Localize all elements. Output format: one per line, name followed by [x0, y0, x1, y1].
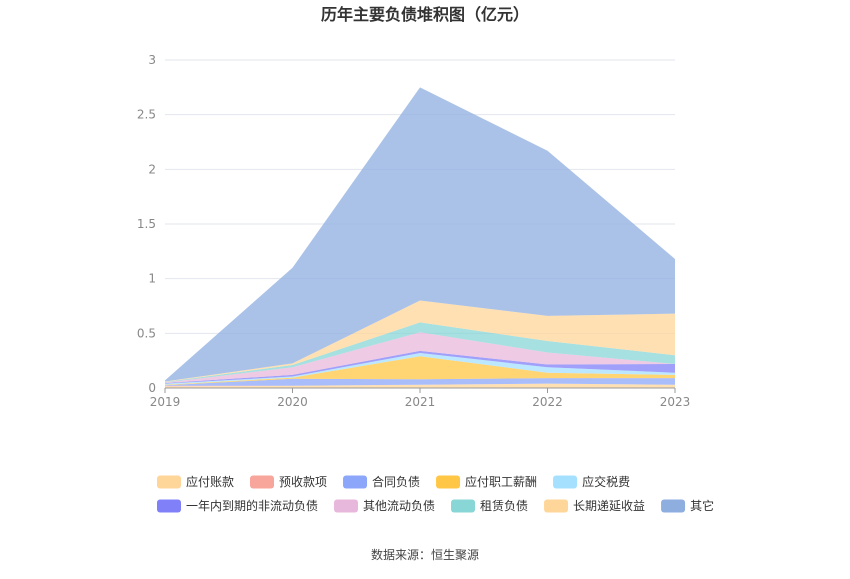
area-series-7[interactable]: [165, 322, 675, 383]
legend-item[interactable]: 预收款项: [250, 475, 327, 489]
chart-title: 历年主要负债堆积图（亿元）: [321, 5, 529, 24]
area-series-3[interactable]: [165, 356, 675, 386]
legend-item[interactable]: 租赁负债: [451, 499, 528, 513]
legend-item[interactable]: 应付职工薪酬: [436, 474, 537, 489]
legend-label: 租赁负债: [480, 499, 528, 513]
y-tick-label: 2.5: [137, 108, 156, 122]
legend-label: 其它: [690, 498, 714, 513]
area-series-8[interactable]: [165, 300, 675, 382]
x-tick-label: 2022: [532, 395, 563, 409]
legend-label: 长期递延收益: [573, 499, 645, 513]
area-series-6[interactable]: [165, 332, 675, 384]
legend-item[interactable]: 应付账款: [157, 474, 234, 489]
legend-swatch: [343, 475, 368, 489]
x-tick-label: 2021: [405, 395, 436, 409]
legend-swatch: [334, 499, 359, 513]
x-tick-label: 2019: [150, 395, 181, 409]
y-tick-label: 0.5: [137, 326, 156, 340]
y-tick-label: 1: [148, 272, 156, 286]
legend-swatch: [544, 499, 569, 513]
x-tick-label: 2023: [660, 395, 691, 409]
legend-item[interactable]: 合同负债: [343, 474, 420, 489]
legend-item[interactable]: 应交税费: [553, 474, 630, 489]
legend-label: 应交税费: [582, 474, 630, 489]
y-tick-label: 1.5: [137, 217, 156, 231]
legend-swatch: [661, 499, 686, 513]
axes: 0 0.5 1 1.5 2 2.5 3 2019 2020 2021 2022 2023: [137, 53, 690, 409]
legend-swatch: [451, 499, 476, 513]
y-tick-label: 2: [148, 162, 156, 176]
y-tick-label: 3: [148, 53, 156, 67]
legend-swatch: [157, 499, 181, 513]
legend-swatch: [250, 475, 275, 489]
x-tick-label: 2020: [277, 395, 308, 409]
data-source: 数据来源：恒生聚源: [371, 547, 479, 562]
legend-label: 预收款项: [279, 475, 327, 489]
legend-label: 应付职工薪酬: [465, 474, 537, 489]
legend-item[interactable]: 一年内到期的非流动负债: [157, 498, 318, 513]
area-series-4[interactable]: [165, 353, 675, 385]
area-series-2[interactable]: [165, 378, 675, 386]
legend-label: 一年内到期的非流动负债: [186, 498, 318, 513]
legend-swatch: [436, 475, 461, 489]
legend-item[interactable]: 长期递延收益: [544, 499, 645, 513]
area-series-9[interactable]: [165, 87, 675, 382]
area-series-5[interactable]: [165, 350, 675, 384]
legend-swatch: [553, 475, 578, 489]
legend-label: 合同负债: [372, 474, 420, 489]
area-series-1[interactable]: [165, 383, 675, 387]
area-series-group: [165, 87, 675, 388]
legend-swatch: [157, 475, 181, 489]
y-tick-label: 0: [148, 381, 156, 395]
area-series-0[interactable]: [165, 383, 675, 388]
legend-label: 应付账款: [186, 474, 234, 489]
legend-label: 其他流动负债: [363, 499, 435, 513]
legend-item[interactable]: 其它: [661, 498, 714, 513]
legend-item[interactable]: 其他流动负债: [334, 499, 435, 513]
